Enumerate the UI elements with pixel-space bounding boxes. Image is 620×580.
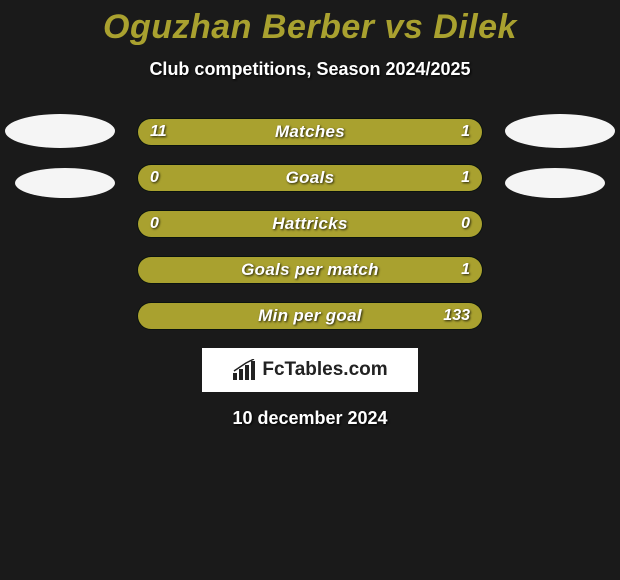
stat-label: Matches xyxy=(138,119,482,145)
stat-row: 01Goals xyxy=(137,164,483,192)
date-text: 10 december 2024 xyxy=(0,408,620,429)
brand-text: FcTables.com xyxy=(262,359,387,381)
crest-right-player2 xyxy=(505,114,615,148)
crest-right-player2-alt xyxy=(505,168,605,198)
stat-rows: 111Matches 01Goals 00Hattricks 1Goals per m… xyxy=(137,118,483,330)
stats-arena: 111Matches 01Goals 00Hattricks 1Goals per m… xyxy=(0,118,620,330)
stat-label: Min per goal xyxy=(138,303,482,329)
stat-row: 00Hattricks xyxy=(137,210,483,238)
crest-left-player1 xyxy=(5,114,115,148)
crest-left-player1-alt xyxy=(15,168,115,198)
stat-label: Goals per match xyxy=(138,257,482,283)
stat-row: 111Matches xyxy=(137,118,483,146)
stat-label: Hattricks xyxy=(138,211,482,237)
stat-row: 133Min per goal xyxy=(137,302,483,330)
stat-label: Goals xyxy=(138,165,482,191)
stat-row: 1Goals per match xyxy=(137,256,483,284)
page-title: Oguzhan Berber vs Dilek xyxy=(0,0,620,47)
subtitle: Club competitions, Season 2024/2025 xyxy=(0,59,620,80)
brand-badge[interactable]: FcTables.com xyxy=(202,348,418,392)
chart-icon xyxy=(232,359,258,381)
